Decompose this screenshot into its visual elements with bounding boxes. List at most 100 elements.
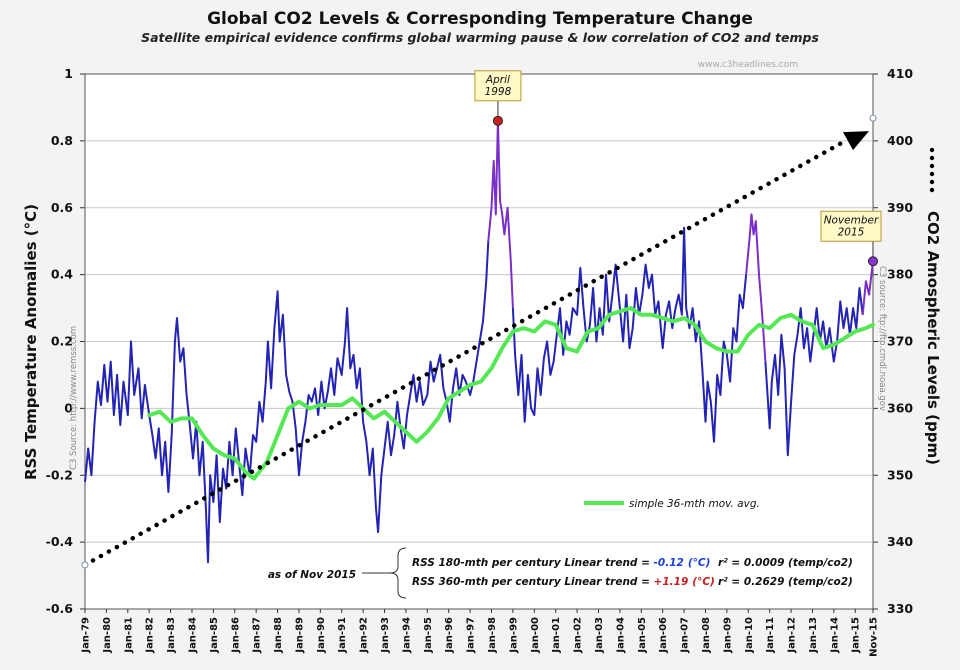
moving-average-line [147, 306, 875, 481]
chart-subtitle: Satellite empirical evidence confirms gl… [141, 30, 819, 45]
x-tick-label: Jan-14 [829, 617, 840, 654]
moving-average-legend: simple 36-mth mov. avg. [584, 498, 760, 510]
x-tick-label: Jan-09 [722, 617, 733, 654]
x-tick-label: Jan-85 [209, 617, 220, 654]
callout-marker [868, 256, 878, 267]
x-tick-label: Jan-08 [701, 617, 712, 654]
trend-180-value: -0.12 [654, 557, 684, 569]
left-tick-label: 0.2 [51, 334, 73, 349]
right-tick-label: 360 [887, 400, 913, 415]
legend-dot [929, 155, 935, 161]
trend-360-value: +1.19 [654, 576, 689, 588]
left-tick-label: 0.4 [51, 267, 73, 282]
x-tick-label: Jan-10 [744, 617, 755, 654]
callout-label: November [824, 214, 879, 226]
trend-360-prefix: RSS 360-mth per century Linear trend = [412, 576, 654, 588]
temperature-series-line [764, 287, 864, 457]
trend-360-text: RSS 360-mth per century Linear trend = +… [412, 576, 715, 588]
x-tick-label: Jan-97 [466, 617, 477, 654]
x-tick-label: Jan-07 [680, 617, 691, 654]
callout-label: April [485, 74, 510, 86]
x-tick-label: Jan-04 [615, 617, 626, 654]
left-axis-label: RSS Temperature Anomalies (°C) [22, 204, 40, 480]
trend-360-unit: (°C) [692, 576, 715, 588]
x-tick-label: Jan-94 [401, 617, 412, 654]
left-tick-label: -0.6 [46, 601, 74, 616]
x-tick-label: Jan-98 [487, 617, 498, 654]
temperature-series-line [84, 241, 490, 564]
right-tick-label: 330 [887, 601, 913, 616]
chart-title: Global CO2 Levels & Corresponding Temper… [207, 9, 753, 29]
x-tick-label: Jan-95 [423, 617, 434, 654]
source-left: C3 Source: http://www.remss.com [69, 326, 79, 470]
x-tick-label: Jan-00 [530, 617, 541, 654]
x-tick-label: Jan-80 [102, 617, 113, 654]
right-axis-ticks: 330 340 350 360 370 380 390 400 410 [873, 66, 913, 616]
temperature-series-line [487, 119, 514, 309]
x-axis-ticks: Jan-79 Jan-80 Jan-81 Jan-82 Jan-83 Jan-84 Jan-… [81, 609, 880, 657]
source-right: C3 source: ftp://ftp.cmdl.noaa.gov [877, 266, 887, 411]
series-layer [81, 114, 877, 569]
callout-box [820, 210, 882, 242]
trend-180-text: RSS 180-mth per century Linear trend = -… [412, 557, 710, 569]
right-tick-label: 410 [887, 66, 913, 81]
left-tick-label: 0 [64, 400, 73, 415]
callout-marker [492, 115, 503, 126]
x-tick-label: Jan-05 [637, 617, 648, 654]
temperature-series-line [511, 226, 748, 443]
x-tick-label: Jan-13 [808, 617, 819, 654]
right-tick-label: 400 [887, 133, 913, 148]
co2-trend-line [82, 139, 846, 568]
x-tick-label: Jan-92 [359, 617, 370, 654]
right-tick-label: 350 [887, 467, 913, 482]
x-tick-label: Jan-79 [81, 617, 92, 654]
right-axis-legend-dots [929, 147, 935, 193]
legend-dot [929, 179, 935, 185]
x-tick-label: Jan-03 [594, 617, 605, 654]
x-tick-label: Jan-99 [508, 617, 519, 654]
co2-arrow-head [843, 131, 869, 151]
legend-dot [929, 147, 935, 153]
legend-dot [929, 171, 935, 177]
credit-url: www.c3headlines.com [698, 60, 798, 70]
x-tick-label: Jan-87 [252, 617, 263, 654]
legend-dot [929, 163, 935, 169]
x-tick-label: Jan-84 [187, 617, 198, 654]
right-axis-label: CO2 Amospheric Levels (ppm) [924, 211, 942, 465]
x-tick-label: Jan-15 [851, 617, 862, 654]
x-tick-label: Jan-06 [658, 617, 669, 654]
x-tick-label: Jan-01 [551, 617, 562, 654]
callout-box [474, 70, 522, 102]
right-tick-label: 370 [887, 334, 913, 349]
x-tick-label: Jan-90 [316, 617, 327, 654]
left-tick-label: 0.8 [51, 133, 73, 148]
trend-180-prefix: RSS 180-mth per century Linear trend = [412, 557, 654, 569]
left-tick-label: -0.2 [46, 467, 73, 482]
left-tick-label: 1 [64, 66, 73, 81]
callout-label: 2015 [838, 226, 865, 238]
legend-label-moving-average: simple 36-mth mov. avg. [629, 498, 760, 510]
x-tick-label: Nov-15 [869, 617, 880, 657]
right-tick-label: 380 [887, 267, 913, 282]
x-tick-label: Jan-83 [166, 617, 177, 654]
x-tick-label: Jan-86 [230, 617, 241, 654]
left-axis-ticks: -0.6 -0.4 -0.2 0 0.2 0.4 0.6 0.8 1 [46, 66, 85, 616]
as-of-label: as of Nov 2015 [268, 569, 356, 581]
legend-dot [929, 187, 935, 193]
left-tick-label: -0.4 [46, 534, 74, 549]
temperature-series-line [745, 213, 767, 362]
trend-180-unit: (°C) [688, 557, 711, 569]
x-tick-label: Jan-96 [444, 617, 455, 654]
x-tick-label: Jan-91 [337, 617, 348, 654]
x-tick-label: Jan-11 [765, 617, 776, 654]
co2-end-marker [869, 114, 877, 122]
trend-180-r2: r² = 0.0009 (temp/co2) [718, 557, 853, 569]
trend-annotation: as of Nov 2015 RSS 180-mth per century L… [268, 547, 853, 599]
x-tick-label: Jan-12 [787, 617, 798, 654]
callout-label: 1998 [485, 86, 512, 98]
x-tick-label: Jan-02 [573, 617, 584, 654]
right-tick-label: 390 [887, 200, 913, 215]
x-tick-label: Jan-89 [294, 617, 305, 654]
